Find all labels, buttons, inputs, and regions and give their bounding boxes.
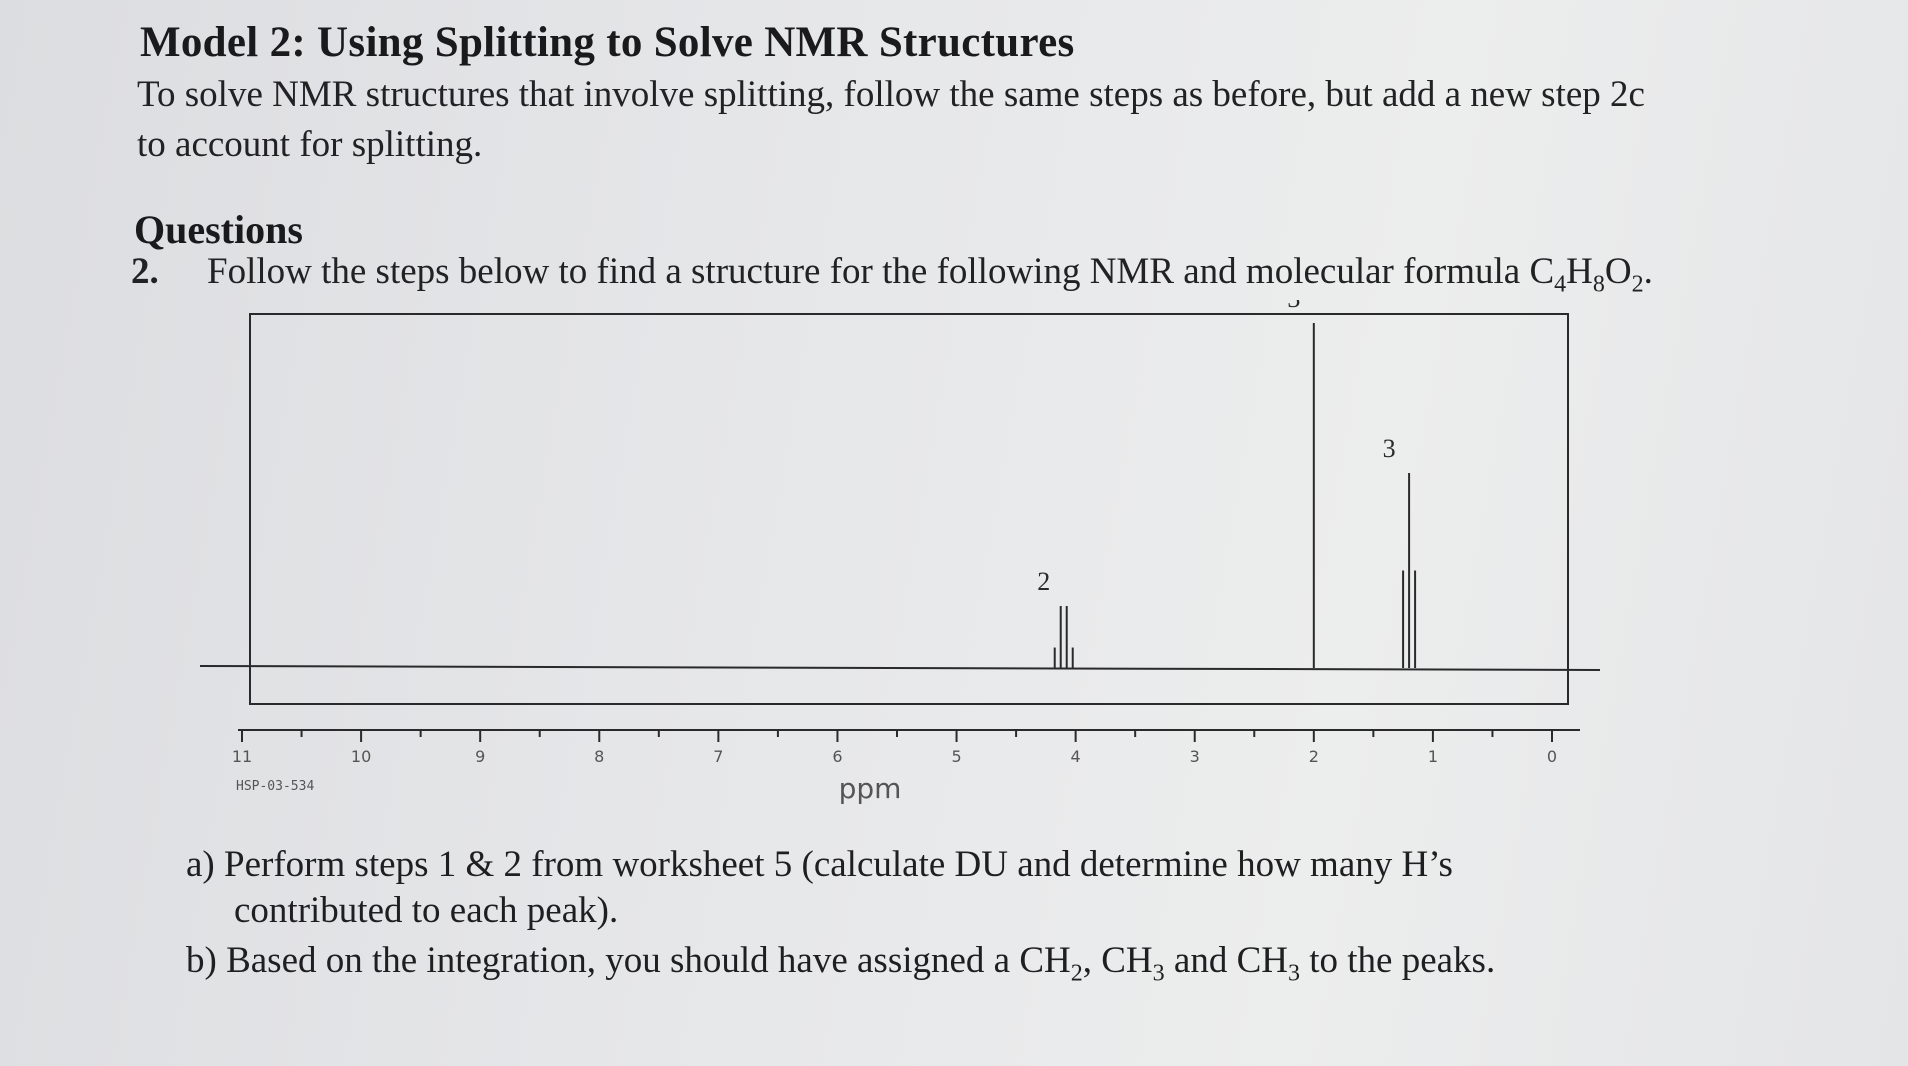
integration-label: 2 — [1037, 567, 1050, 596]
intro-line-2: to account for splitting. — [137, 124, 483, 165]
subquestion-b-mid1: , CH — [1082, 940, 1153, 981]
subquestion-a-line-2: contributed to each peak). — [234, 890, 619, 931]
tick-label: 3 — [1190, 747, 1200, 766]
subquestion-b-end: to the peaks. — [1299, 940, 1496, 981]
question-2: 2. Follow the steps below to find a struc… — [131, 250, 1653, 298]
tick-label: 8 — [594, 747, 604, 766]
tick-label: 4 — [1071, 747, 1081, 766]
sample-id-label: HSP-03-534 — [236, 779, 314, 794]
page-title: Model 2: Using Splitting to Solve NMR St… — [140, 19, 1075, 66]
subquestion-b-mid2: and CH — [1164, 940, 1288, 981]
tick-label: 1 — [1428, 747, 1438, 766]
integration-label: 3 — [1287, 300, 1300, 313]
intro-paragraph: To solve NMR structures that involve spl… — [137, 70, 1837, 170]
tick-label: 7 — [713, 747, 723, 766]
integration-labels: 2 3 3 — [1037, 300, 1395, 596]
tick-label: 10 — [351, 747, 371, 766]
subquestion-b: b) Based on the integration, you should … — [186, 938, 1495, 996]
formula-o: O — [1604, 251, 1632, 292]
question-number: 2. — [131, 251, 159, 292]
formula-subscript-o: 2 — [1631, 271, 1644, 298]
formula-subscript-c: 4 — [1554, 271, 1567, 298]
intro-line-1: To solve NMR structures that involve spl… — [137, 74, 1645, 115]
questions-heading: Questions — [134, 207, 303, 252]
tick-label: 0 — [1547, 747, 1557, 766]
question-text: Follow the steps below to find a structu… — [207, 251, 1555, 292]
axis-ticks: 11 10 9 8 7 6 5 4 3 2 1 0 — [232, 730, 1557, 766]
subquestion-b-text: b) Based on the integration, you should … — [186, 940, 1071, 981]
tick-label: 2 — [1309, 747, 1319, 766]
spectrum-peaks — [1053, 323, 1417, 668]
subquestion-a-line-1: a) Perform steps 1 & 2 from worksheet 5 … — [186, 844, 1453, 885]
subscript-ch3-a: 3 — [1152, 960, 1165, 987]
tick-label: 5 — [951, 747, 961, 766]
subquestion-a: a) Perform steps 1 & 2 from worksheet 5 … — [186, 842, 1453, 934]
integration-label: 3 — [1383, 434, 1396, 463]
formula-h: H — [1566, 251, 1593, 292]
tick-label: 11 — [232, 747, 252, 766]
x-axis-label: ppm — [839, 772, 902, 805]
question-end: . — [1643, 251, 1653, 292]
spectrum-baseline — [200, 665, 1600, 671]
spectrum-frame — [249, 313, 1569, 705]
formula-subscript-h: 8 — [1592, 271, 1605, 298]
subscript-ch3-b: 3 — [1287, 960, 1300, 987]
tick-label: 9 — [475, 747, 485, 766]
subscript-ch2: 2 — [1070, 960, 1083, 987]
tick-label: 6 — [832, 747, 842, 766]
